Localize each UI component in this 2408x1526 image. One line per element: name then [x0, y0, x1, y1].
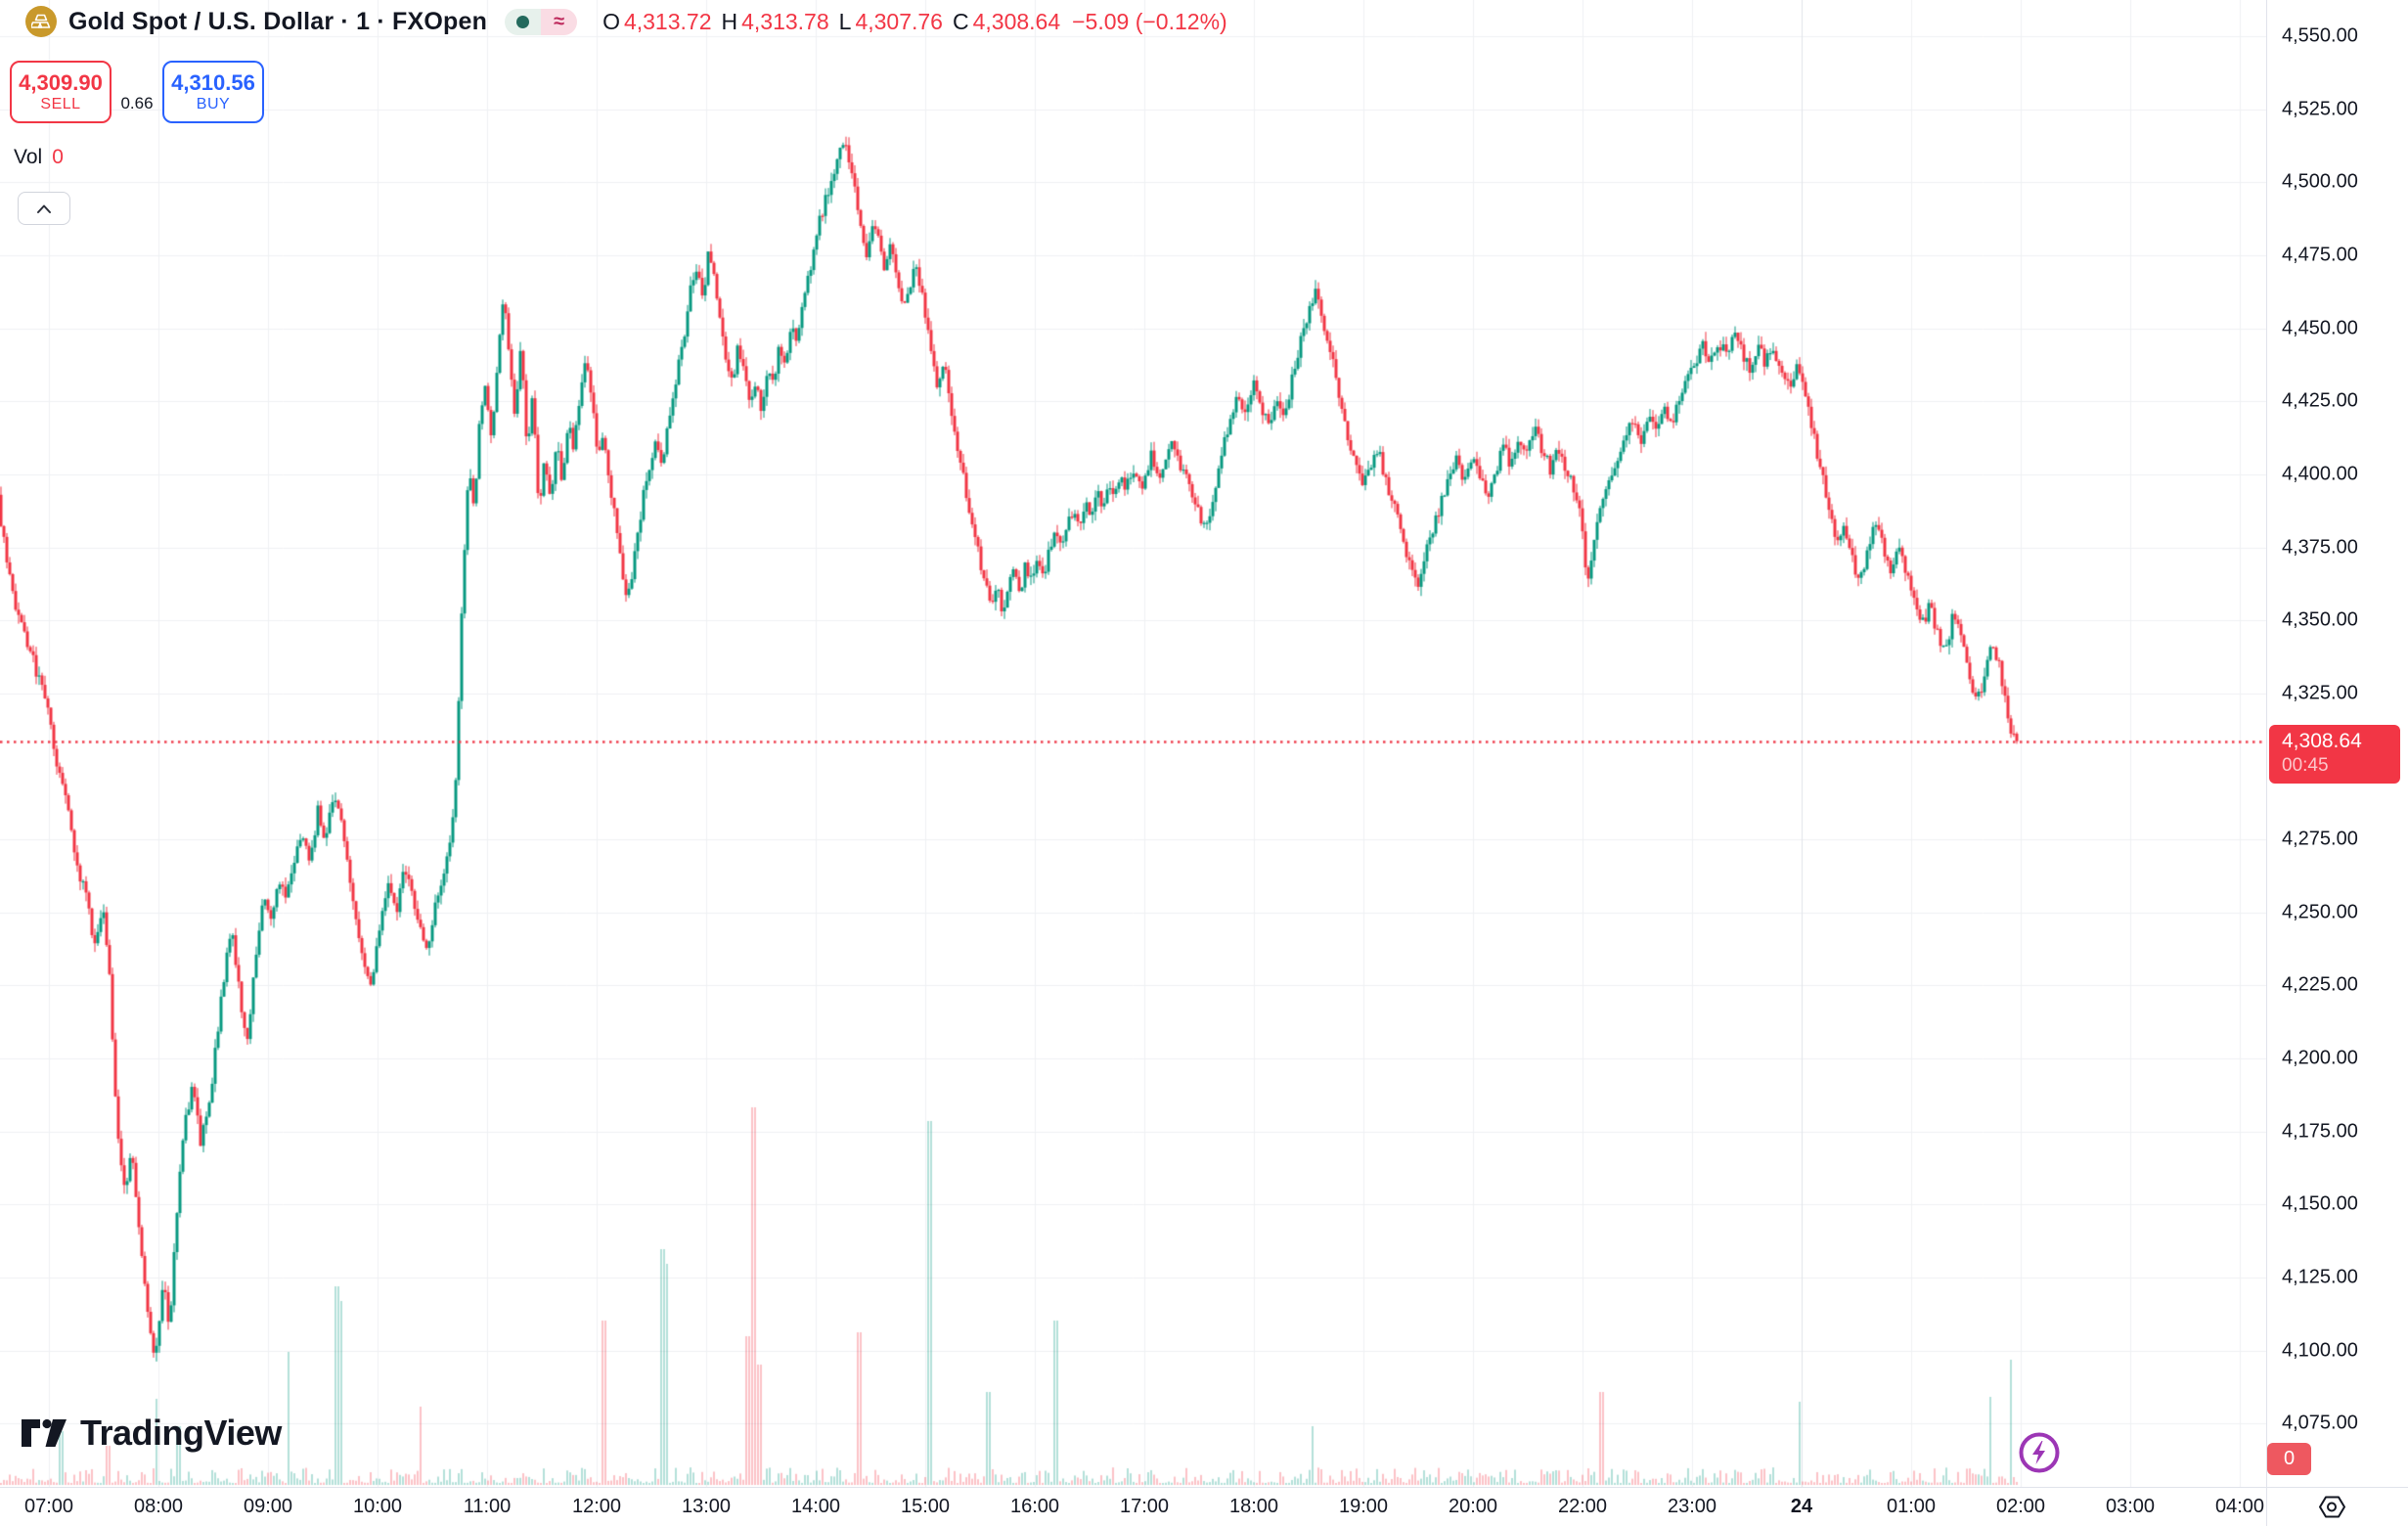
time-axis-tick: 03:00 — [2105, 1496, 2156, 1517]
sell-button[interactable]: 4,309.90 SELL — [10, 61, 111, 123]
price-axis-tick: 4,125.00 — [2282, 1266, 2358, 1288]
price-axis-tick: 4,400.00 — [2282, 463, 2358, 485]
price-axis[interactable]: 4,308.64 00:45 0 4,550.00 4,525.00 4,500.0… — [2266, 0, 2408, 1487]
volume-axis-zero-badge: 0 — [2267, 1443, 2311, 1475]
symbol-header: Gold Spot / U.S. Dollar · 1 · FXOpen ≈ O… — [25, 6, 1227, 37]
time-axis-tick: 24 — [1790, 1496, 1813, 1517]
spread-value: 0.66 — [120, 94, 154, 112]
tradingview-logo-mark — [22, 1418, 67, 1447]
bar-countdown: 00:45 — [2282, 754, 2329, 776]
lightning-bolt-icon — [2019, 1432, 2060, 1473]
chevron-up-icon — [37, 204, 51, 213]
price-axis-tick: 4,475.00 — [2282, 244, 2358, 266]
time-axis-tick: 13:00 — [681, 1496, 732, 1517]
time-axis-tick: 18:00 — [1228, 1496, 1279, 1517]
sell-label: SELL — [40, 96, 81, 113]
open-value: 4,313.72 — [623, 8, 712, 34]
volume-value: 0 — [52, 146, 64, 168]
low-label: L — [838, 8, 852, 34]
time-axis-tick: 14:00 — [790, 1496, 841, 1517]
time-axis-tick: 12:00 — [571, 1496, 622, 1517]
time-axis-tick: 09:00 — [243, 1496, 293, 1517]
time-axis-tick: 10:00 — [352, 1496, 403, 1517]
price-axis-tick: 4,500.00 — [2282, 170, 2358, 193]
price-axis-tick: 4,325.00 — [2282, 682, 2358, 704]
price-axis-tick: 4,425.00 — [2282, 389, 2358, 412]
price-axis-tick: 4,100.00 — [2282, 1339, 2358, 1362]
gold-coin-icon[interactable] — [25, 6, 57, 37]
close-label: C — [952, 8, 969, 34]
price-axis-tick: 4,250.00 — [2282, 901, 2358, 923]
price-axis-tick: 4,350.00 — [2282, 608, 2358, 631]
tradingview-logo-text: TradingView — [80, 1413, 282, 1453]
time-axis-tick: 04:00 — [2214, 1496, 2265, 1517]
axis-corner — [2266, 1487, 2408, 1526]
symbol-title[interactable]: Gold Spot / U.S. Dollar · 1 · FXOpen — [68, 7, 488, 35]
close-value: 4,308.64 — [972, 8, 1061, 34]
high-value: 4,313.78 — [741, 8, 829, 34]
price-axis-tick: 4,550.00 — [2282, 24, 2358, 47]
high-label: H — [721, 8, 738, 34]
volume-label: Vol — [14, 146, 43, 168]
current-price-label: 4,308.64 00:45 — [2269, 724, 2400, 784]
price-axis-tick: 4,175.00 — [2282, 1120, 2358, 1143]
time-axis-tick: 16:00 — [1009, 1496, 1060, 1517]
time-axis-tick: 17:00 — [1119, 1496, 1170, 1517]
low-value: 4,307.76 — [855, 8, 943, 34]
buy-button[interactable]: 4,310.56 BUY — [162, 61, 264, 123]
tradingview-logo[interactable]: TradingView — [22, 1413, 282, 1454]
ohlc-readout: O 4,313.72 H 4,313.78 L 4,307.76 C 4,308… — [602, 9, 1227, 35]
time-axis-tick: 19:00 — [1338, 1496, 1389, 1517]
market-status-dot[interactable] — [505, 8, 542, 35]
market-status-pill: ≈ — [505, 8, 578, 35]
delayed-data-icon[interactable]: ≈ — [541, 8, 578, 35]
settings-hexagon-icon[interactable] — [2318, 1493, 2347, 1522]
time-axis-tick: 23:00 — [1667, 1496, 1717, 1517]
buy-price: 4,310.56 — [171, 69, 255, 95]
time-axis-tick: 01:00 — [1886, 1496, 1937, 1517]
time-axis-tick: 22:00 — [1557, 1496, 1608, 1517]
time-axis-tick: 15:00 — [900, 1496, 951, 1517]
time-axis-tick: 20:00 — [1448, 1496, 1498, 1517]
change-value: −5.09 (−0.12%) — [1072, 8, 1227, 34]
sell-price: 4,309.90 — [19, 69, 103, 95]
collapse-panel-button[interactable] — [18, 192, 70, 225]
time-axis-tick: 08:00 — [133, 1496, 184, 1517]
current-price-value: 4,308.64 — [2282, 729, 2362, 752]
time-axis-tick: 11:00 — [463, 1496, 512, 1517]
trade-panel: 4,309.90 SELL 0.66 4,310.56 BUY — [10, 61, 264, 123]
time-axis-tick: 07:00 — [23, 1496, 74, 1517]
price-axis-tick: 4,375.00 — [2282, 536, 2358, 559]
price-axis-tick: 4,225.00 — [2282, 973, 2358, 996]
price-axis-tick: 4,275.00 — [2282, 828, 2358, 850]
buy-label: BUY — [196, 96, 231, 113]
time-axis-tick: 02:00 — [1995, 1496, 2046, 1517]
price-axis-tick: 4,450.00 — [2282, 317, 2358, 339]
lightning-bolt-button[interactable] — [2018, 1431, 2061, 1474]
volume-indicator-legend[interactable]: Vol 0 — [14, 146, 64, 169]
price-axis-tick: 4,075.00 — [2282, 1412, 2358, 1434]
open-label: O — [602, 8, 620, 34]
price-axis-tick: 4,200.00 — [2282, 1047, 2358, 1069]
price-axis-tick: 4,150.00 — [2282, 1192, 2358, 1215]
time-axis[interactable]: 07:00 08:00 09:00 10:00 11:00 12:00 13:00 14:00… — [0, 1487, 2266, 1526]
price-axis-tick: 4,525.00 — [2282, 98, 2358, 120]
